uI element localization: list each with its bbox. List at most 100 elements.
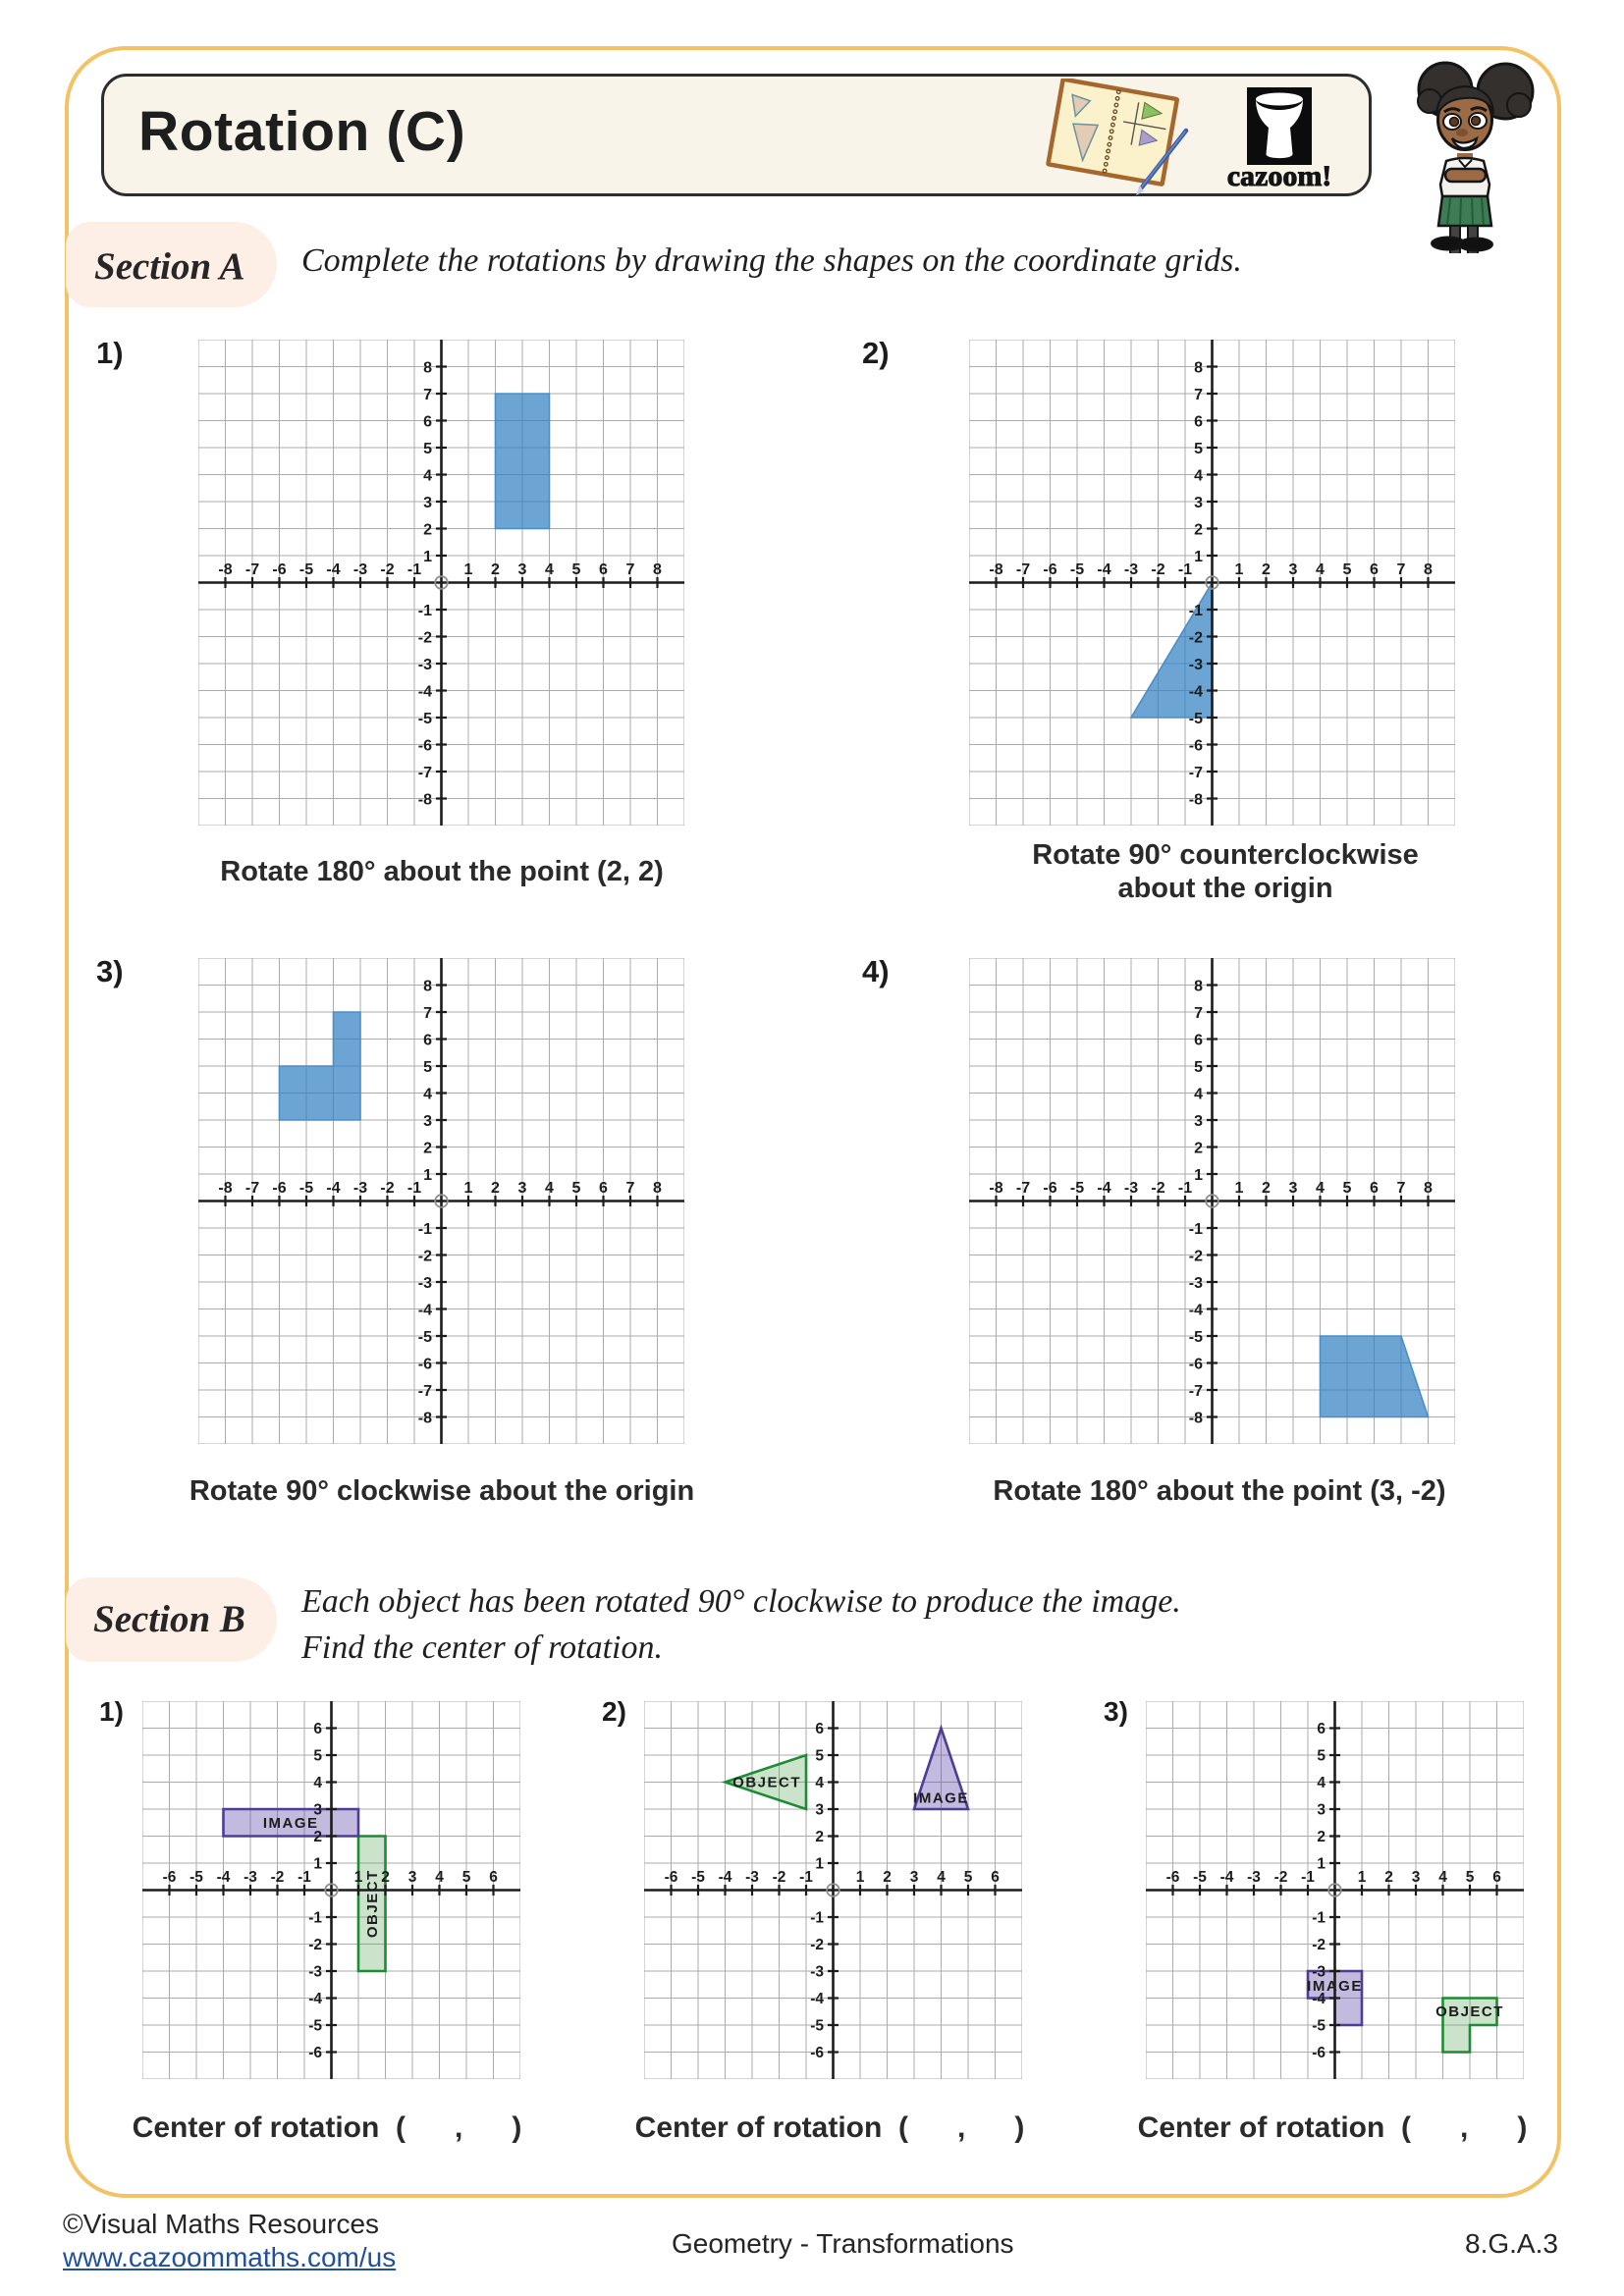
svg-text:5: 5: [815, 1748, 824, 1765]
svg-text:-3: -3: [745, 1869, 759, 1886]
svg-text:-1: -1: [308, 1910, 322, 1927]
svg-text:-4: -4: [1189, 683, 1203, 700]
svg-text:4: 4: [313, 1775, 322, 1791]
svg-text:8: 8: [653, 561, 662, 578]
svg-text:-7: -7: [1016, 561, 1030, 578]
svg-text:-3: -3: [353, 561, 367, 578]
svg-text:-6: -6: [418, 737, 432, 754]
svg-text:4: 4: [1316, 561, 1325, 578]
svg-text:1: 1: [423, 549, 432, 565]
svg-text:-3: -3: [1189, 1275, 1203, 1292]
svg-text:5: 5: [423, 441, 432, 457]
svg-text:-4: -4: [217, 1869, 231, 1886]
svg-text:7: 7: [626, 561, 635, 578]
svg-text:1: 1: [464, 1180, 473, 1197]
svg-text:6: 6: [423, 413, 432, 430]
svg-text:-4: -4: [1312, 1991, 1326, 2007]
svg-text:6: 6: [815, 1721, 824, 1737]
svg-text:-5: -5: [418, 1329, 432, 1346]
svg-text:3: 3: [408, 1869, 417, 1886]
svg-text:6: 6: [1370, 561, 1379, 578]
svg-text:-2: -2: [1274, 1869, 1288, 1886]
svg-text:-3: -3: [1247, 1869, 1261, 1886]
svg-text:3: 3: [423, 1113, 432, 1130]
svg-text:1: 1: [354, 1869, 363, 1886]
svg-text:3: 3: [1194, 495, 1203, 511]
svg-text:5: 5: [1466, 1869, 1475, 1886]
svg-text:-2: -2: [1312, 1937, 1326, 1953]
svg-text:-1: -1: [1301, 1869, 1315, 1886]
svg-text:5: 5: [1194, 1059, 1203, 1076]
svg-text:-2: -2: [810, 1937, 824, 1953]
svg-text:-5: -5: [1189, 711, 1203, 727]
svg-text:-4: -4: [1189, 1302, 1203, 1318]
svg-text:-1: -1: [799, 1869, 813, 1886]
svg-text:-2: -2: [271, 1869, 285, 1886]
svg-text:-8: -8: [1189, 791, 1203, 808]
svg-text:8: 8: [653, 1180, 662, 1197]
svg-text:-6: -6: [810, 2045, 824, 2061]
svg-text:-3: -3: [1189, 657, 1203, 673]
svg-text:6: 6: [599, 1180, 608, 1197]
svg-text:6: 6: [1370, 1180, 1379, 1197]
svg-text:6: 6: [1492, 1869, 1501, 1886]
svg-text:-1: -1: [1312, 1910, 1326, 1927]
svg-text:-6: -6: [1189, 1356, 1203, 1372]
svg-text:-1: -1: [810, 1910, 824, 1927]
svg-text:8: 8: [1194, 978, 1203, 994]
svg-text:3: 3: [1412, 1869, 1421, 1886]
svg-text:1: 1: [464, 561, 473, 578]
svg-text:1: 1: [1235, 1180, 1244, 1197]
svg-text:-3: -3: [244, 1869, 257, 1886]
svg-text:-8: -8: [218, 561, 232, 578]
svg-text:2: 2: [1194, 521, 1203, 538]
svg-text:IMAGE: IMAGE: [263, 1815, 319, 1832]
svg-text:-4: -4: [308, 1991, 322, 2007]
svg-text:-4: -4: [810, 1991, 824, 2007]
svg-text:1: 1: [1317, 1856, 1326, 1873]
svg-text:4: 4: [423, 1086, 432, 1102]
svg-text:-1: -1: [418, 1221, 432, 1238]
svg-text:8: 8: [1424, 1180, 1433, 1197]
svg-text:1: 1: [313, 1856, 322, 1873]
svg-text:-1: -1: [1189, 1221, 1203, 1238]
svg-text:-8: -8: [418, 1410, 432, 1426]
svg-text:2: 2: [423, 1140, 432, 1156]
svg-text:5: 5: [313, 1748, 322, 1765]
svg-text:-6: -6: [1043, 1180, 1056, 1197]
svg-text:2: 2: [1262, 1180, 1271, 1197]
svg-text:-6: -6: [1166, 1869, 1180, 1886]
svg-text:5: 5: [462, 1869, 471, 1886]
svg-text:8: 8: [1424, 561, 1433, 578]
svg-text:2: 2: [1262, 561, 1271, 578]
svg-text:7: 7: [423, 387, 432, 403]
svg-text:2: 2: [883, 1869, 892, 1886]
svg-text:2: 2: [491, 1180, 500, 1197]
svg-text:6: 6: [599, 561, 608, 578]
svg-text:-1: -1: [298, 1869, 311, 1886]
svg-text:7: 7: [626, 1180, 635, 1197]
svg-text:-6: -6: [272, 1180, 286, 1197]
svg-text:-5: -5: [299, 1180, 313, 1197]
svg-text:4: 4: [1316, 1180, 1325, 1197]
svg-text:-6: -6: [308, 2045, 322, 2061]
svg-text:3: 3: [518, 561, 527, 578]
svg-text:-4: -4: [1097, 561, 1110, 578]
svg-text:5: 5: [423, 1059, 432, 1076]
svg-text:-8: -8: [989, 561, 1002, 578]
svg-text:-8: -8: [1189, 1410, 1203, 1426]
svg-text:-6: -6: [665, 1869, 678, 1886]
svg-text:-4: -4: [1220, 1869, 1234, 1886]
svg-text:4: 4: [1194, 1086, 1203, 1102]
svg-text:-8: -8: [218, 1180, 232, 1197]
svg-text:-4: -4: [719, 1869, 732, 1886]
svg-text:5: 5: [572, 1180, 581, 1197]
svg-text:-7: -7: [245, 1180, 259, 1197]
svg-text:-3: -3: [1124, 561, 1138, 578]
svg-text:1: 1: [815, 1856, 824, 1873]
svg-text:-5: -5: [810, 2018, 824, 2035]
svg-text:1: 1: [1194, 549, 1203, 565]
svg-text:7: 7: [1397, 1180, 1406, 1197]
svg-text:-1: -1: [407, 1180, 421, 1197]
svg-text:-3: -3: [353, 1180, 367, 1197]
